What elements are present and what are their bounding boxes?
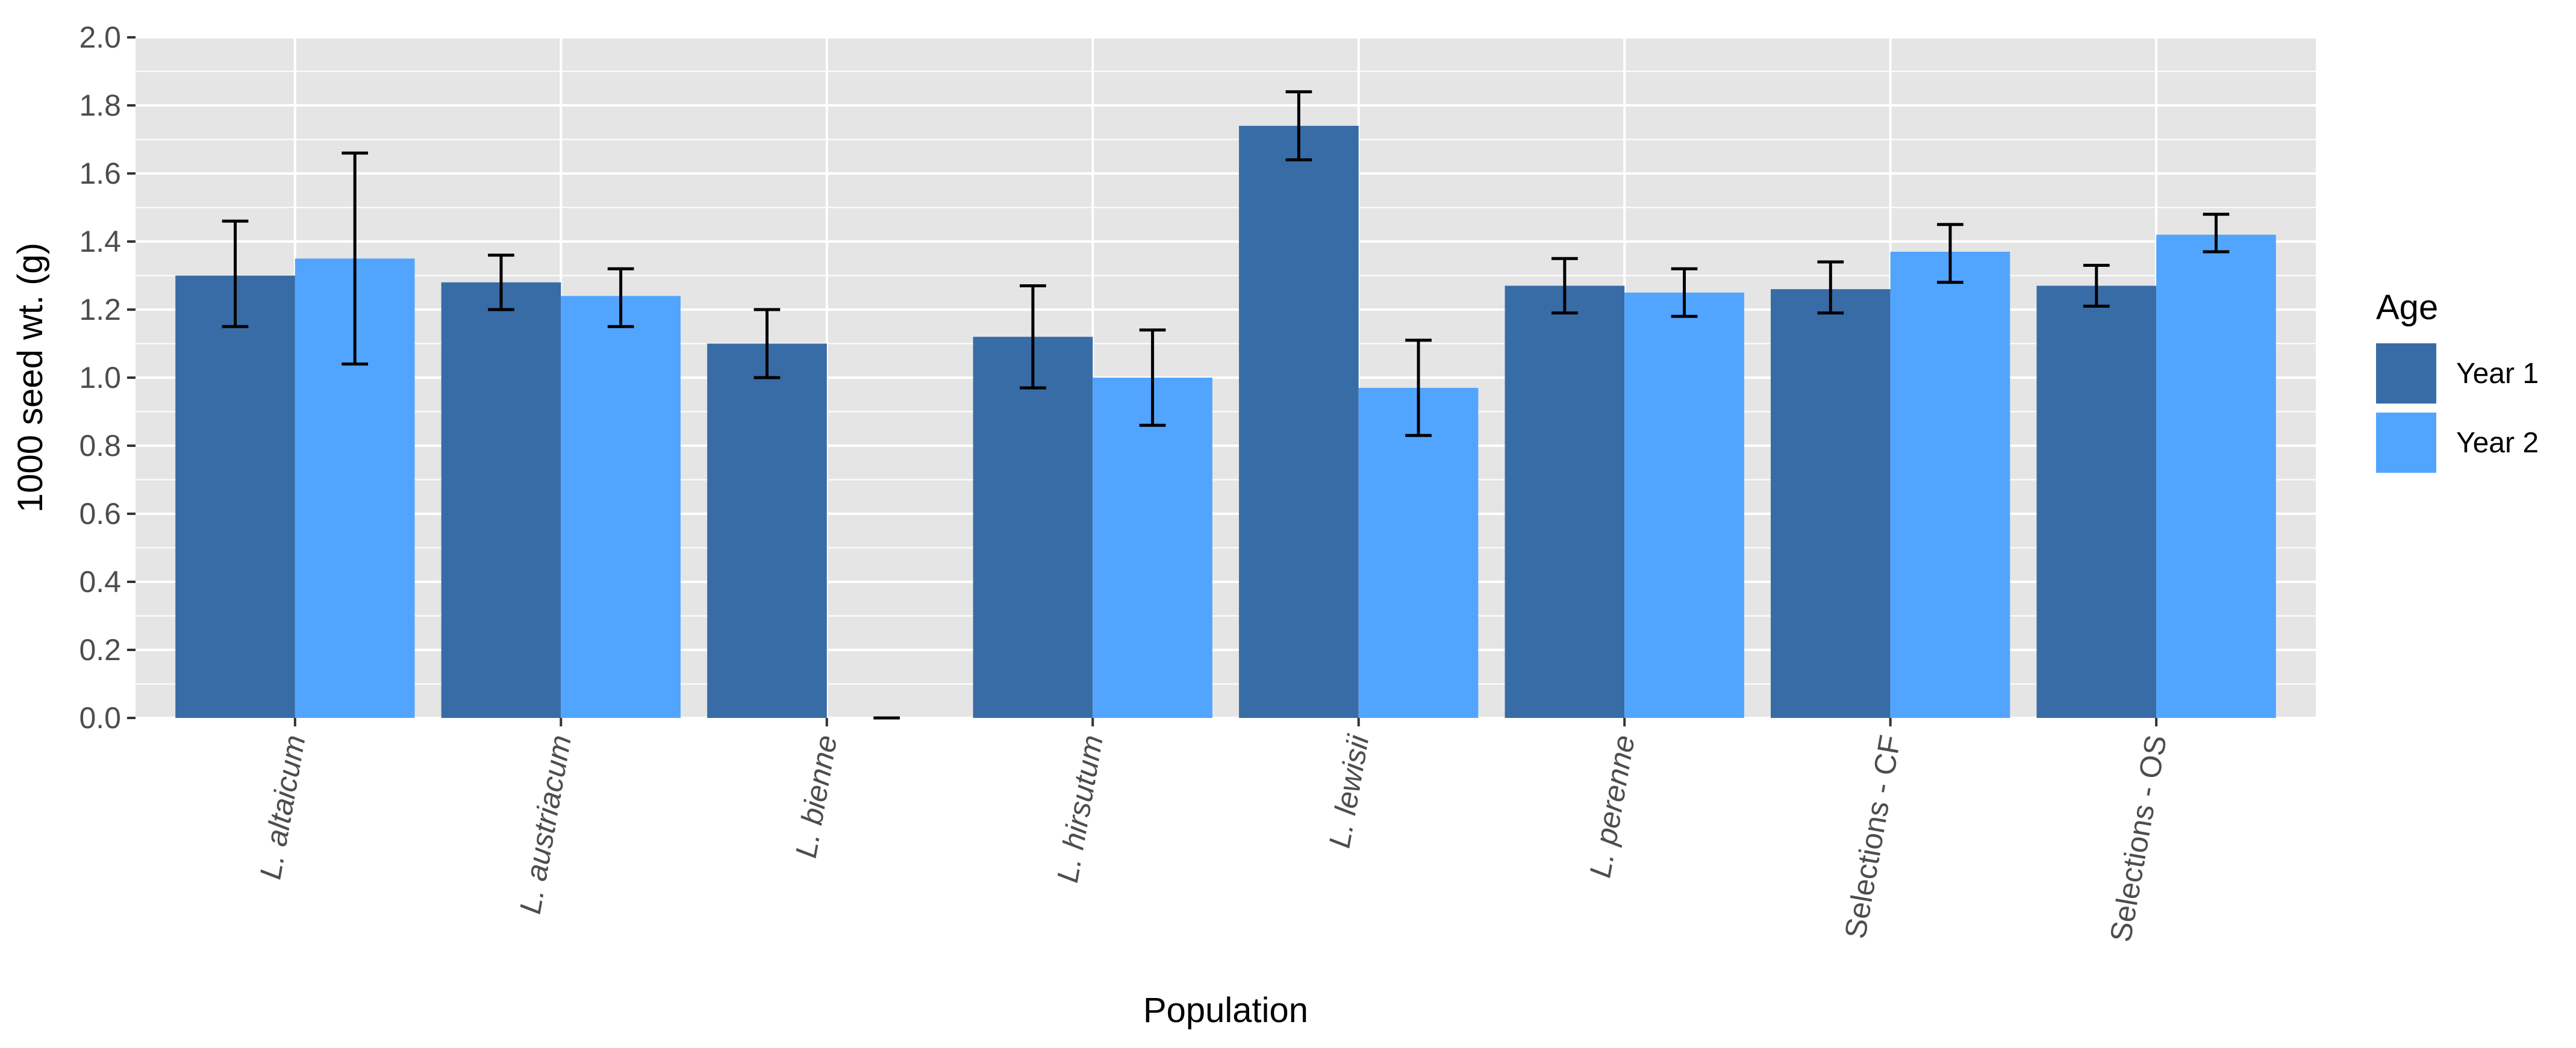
error-bar (1139, 328, 1166, 427)
bar-year-1 (1771, 289, 1891, 719)
x-tick-label: L. altaicum (254, 732, 312, 882)
y-tick-label: 0.8 (79, 429, 121, 463)
error-bars (222, 90, 2230, 720)
bar-year-1 (175, 275, 295, 718)
error-bar (1937, 223, 1963, 284)
bar-year-2 (2156, 234, 2276, 718)
y-axis-ticks: 0.0 0.2 0.4 0.6 0.8 1.0 1.2 1.4 1.6 1.8 2.0 (79, 20, 136, 735)
error-bar (1671, 267, 1698, 318)
bar-year-2 (1890, 251, 2010, 718)
bar-year-2 (561, 296, 681, 718)
y-tick-label: 1.6 (79, 157, 121, 190)
error-bar (1552, 257, 1578, 315)
error-bar (2083, 264, 2110, 308)
y-tick-label: 0.4 (79, 565, 121, 599)
x-tick-label: L. bienne (789, 732, 844, 860)
y-tick-label: 0.2 (79, 633, 121, 667)
bar-year-1 (973, 337, 1093, 718)
error-bar (1020, 284, 1046, 390)
y-tick-label: 0.0 (79, 701, 121, 735)
bar-year-1 (441, 282, 561, 718)
bar-year-1 (1239, 125, 1359, 718)
bar-year-2 (1093, 378, 1212, 718)
bars (175, 125, 2276, 719)
y-tick-label: 1.4 (79, 225, 121, 258)
legend-label-year-2: Year 2 (2456, 427, 2539, 459)
bar-year-1 (2036, 285, 2157, 718)
x-tick-label: L. lewisii (1323, 731, 1376, 850)
x-tick-label: Selections - OS (2103, 732, 2172, 944)
x-tick-label: L. austriacum (513, 732, 578, 916)
x-tick-label: Selections - CF (1838, 732, 1907, 941)
y-tick-label: 0.6 (79, 497, 121, 531)
legend-swatch-year-2 (2376, 413, 2436, 473)
error-bar (341, 151, 369, 366)
y-tick-label: 1.8 (79, 89, 121, 122)
y-tick-label: 2.0 (79, 20, 121, 54)
legend-label-year-1: Year 1 (2456, 358, 2539, 390)
bar-year-1 (1505, 285, 1625, 718)
legend-title: Age (2376, 288, 2438, 327)
x-axis-title: Population (1143, 991, 1308, 1030)
x-axis-ticks: L. altaicum L. austriacum L. bienne L. hirs… (254, 718, 2173, 944)
error-bar (1405, 338, 1432, 437)
error-bar (2203, 213, 2230, 254)
error-bar (607, 267, 634, 328)
bar-year-2 (1624, 292, 1744, 718)
legend: Age Year 1 Year 2 (2376, 288, 2539, 473)
y-tick-label: 1.0 (79, 361, 121, 395)
error-bar (222, 219, 249, 328)
legend-swatch-year-1 (2376, 343, 2436, 404)
y-axis-title: 1000 seed wt. (g) (11, 243, 50, 513)
bar-year-2 (1358, 387, 1479, 718)
error-bar (753, 308, 781, 379)
bar-year-1 (707, 343, 827, 718)
error-bar (1285, 90, 1312, 161)
error-bar (1817, 260, 1844, 315)
x-tick-label: L. hirsutum (1050, 732, 1109, 885)
x-tick-label: L. perenne (1583, 732, 1641, 880)
y-tick-label: 1.2 (79, 293, 121, 326)
error-bar (488, 254, 514, 311)
